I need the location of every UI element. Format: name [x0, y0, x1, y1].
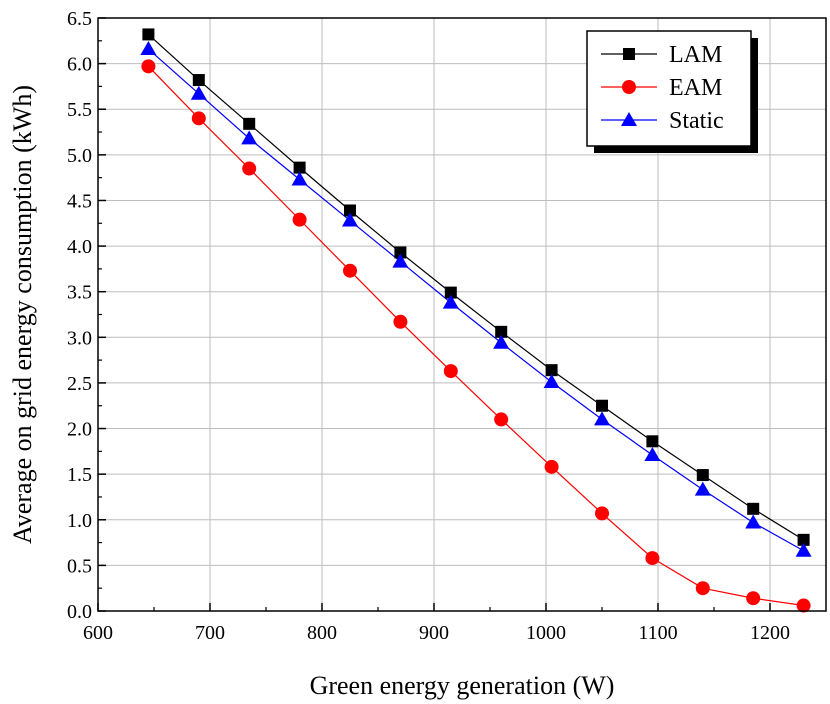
data-point-eam — [746, 591, 761, 606]
y-tick-label: 4.0 — [67, 236, 92, 258]
x-tick-label: 600 — [83, 622, 113, 644]
data-point-static — [594, 411, 610, 426]
y-tick-label: 1.5 — [67, 464, 92, 486]
y-tick-label: 2.5 — [67, 373, 92, 395]
data-point-lam — [243, 117, 256, 130]
data-point-eam — [695, 581, 710, 596]
legend-marker-eam — [622, 80, 636, 94]
y-tick-label: 5.0 — [67, 145, 92, 167]
data-point-static — [291, 171, 308, 186]
y-tick-label: 1.0 — [67, 510, 92, 532]
data-point-static — [543, 374, 560, 389]
data-point-lam — [747, 502, 760, 515]
series-markers — [140, 28, 812, 613]
y-tick-label: 0.0 — [67, 601, 92, 623]
data-point-eam — [242, 161, 257, 176]
y-axis-title: Average on grid energy consumption (kWh) — [8, 85, 37, 544]
data-point-lam — [444, 286, 457, 299]
data-point-eam — [645, 551, 660, 566]
data-point-eam — [191, 111, 206, 126]
data-point-eam — [595, 506, 609, 521]
legend: LAM EAM Static — [586, 30, 758, 153]
data-point-eam — [443, 364, 458, 379]
y-tick-label: 6.0 — [67, 54, 92, 76]
x-tick-label: 900 — [419, 622, 449, 644]
data-point-eam — [141, 59, 156, 74]
legend-marker-lam — [623, 48, 635, 60]
legend-label-lam: LAM — [669, 42, 722, 68]
series-line-lam — [147, 33, 804, 541]
y-tick-label: 3.5 — [67, 282, 92, 304]
data-point-static — [342, 212, 358, 227]
data-point-lam — [344, 204, 356, 217]
data-point-eam — [494, 412, 509, 427]
data-point-lam — [545, 364, 558, 377]
legend-box — [586, 30, 752, 147]
series-line-static — [148, 48, 804, 552]
legend-marker-static — [621, 112, 637, 126]
data-point-lam — [495, 325, 508, 338]
x-tick-label: 1200 — [750, 622, 790, 644]
data-point-static — [190, 85, 207, 100]
y-tick-label: 5.5 — [67, 99, 92, 121]
data-point-lam — [293, 161, 306, 174]
data-point-lam — [142, 28, 155, 41]
x-tick-label: 1100 — [638, 622, 677, 644]
data-point-static — [140, 41, 157, 56]
x-tick-label: 700 — [195, 622, 225, 644]
data-point-lam — [696, 469, 709, 482]
y-tick-label: 3.0 — [67, 327, 92, 349]
x-tick-label: 1000 — [526, 622, 566, 644]
series-lines — [147, 33, 804, 607]
legend-label-eam: EAM — [669, 75, 722, 101]
legend-label-static: Static — [669, 108, 724, 134]
data-point-static — [644, 446, 661, 461]
data-point-lam — [394, 246, 407, 259]
data-point-static — [493, 334, 510, 349]
data-point-static — [392, 253, 409, 268]
data-point-lam — [192, 74, 205, 87]
data-point-static — [442, 294, 459, 309]
data-point-lam — [797, 533, 810, 546]
data-point-lam — [596, 399, 608, 412]
data-point-eam — [292, 212, 307, 227]
y-tick-label: 0.5 — [67, 555, 92, 577]
data-point-eam — [796, 598, 811, 613]
data-point-eam — [393, 314, 408, 329]
x-tick-label: 800 — [307, 622, 337, 644]
data-point-static — [694, 481, 711, 496]
x-axis-title: Green energy generation (W) — [310, 671, 615, 700]
data-point-static — [745, 514, 762, 529]
y-tick-label: 4.5 — [67, 190, 92, 212]
data-point-lam — [646, 435, 659, 448]
series-line-eam — [147, 65, 804, 607]
data-point-eam — [544, 459, 559, 474]
data-point-static — [795, 542, 812, 557]
x-tick-labels: 600 700 800 900 1000 1100 1200 — [83, 622, 790, 644]
y-tick-label: 6.5 — [67, 8, 92, 30]
axis-ticks — [97, 17, 771, 612]
y-tick-labels: 0.0 0.5 1.0 1.5 2.0 2.5 3.0 3.5 4.0 4.5 5.0 5.5 6.0 6… — [67, 8, 92, 623]
data-point-static — [241, 130, 258, 145]
data-point-eam — [343, 263, 357, 278]
y-tick-label: 2.0 — [67, 419, 92, 441]
